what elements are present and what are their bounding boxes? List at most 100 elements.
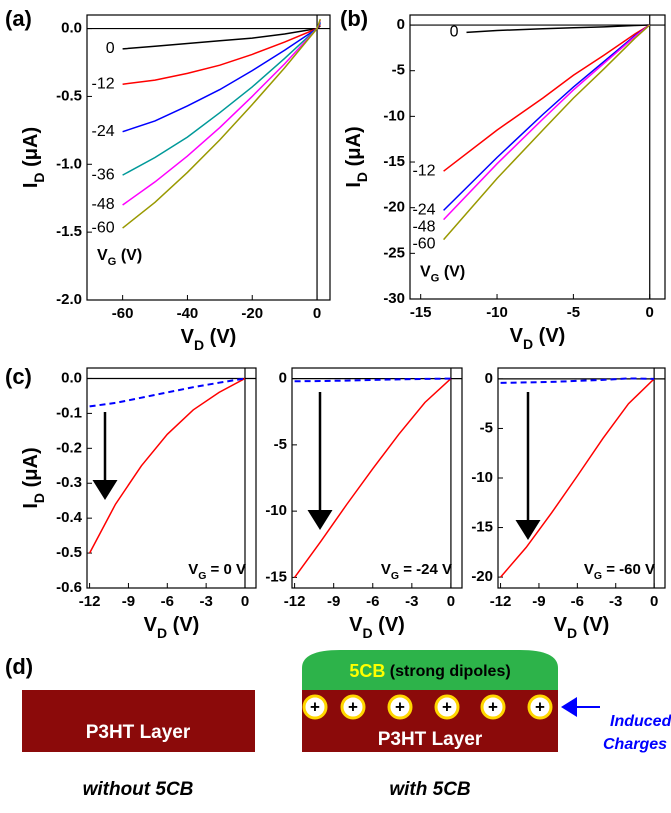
charge: [480, 694, 506, 720]
y-axis-label-main: I: [343, 182, 365, 188]
x-tick-label: -9: [327, 593, 340, 610]
series-label: -36: [92, 166, 115, 183]
charge-label: Charges: [603, 736, 667, 753]
y-tick-label: -0.3: [56, 474, 82, 491]
x-axis-label: VD (V): [144, 614, 200, 640]
panel-label: (d): [5, 654, 33, 679]
y-axis-label: ID (μA): [343, 126, 369, 187]
charge-label: Induced: [610, 713, 671, 730]
x-tick-label: -5: [567, 304, 580, 321]
charge: [387, 694, 413, 720]
x-tick-label: -20: [241, 305, 263, 322]
annotation-main: V: [188, 561, 198, 578]
series-line: [500, 378, 655, 578]
y-axis-label-sub: D: [31, 493, 47, 503]
y-tick-label: 0: [397, 16, 405, 33]
plot-frame: [291, 367, 463, 589]
y-axis-label-sub: D: [31, 172, 47, 182]
annotation: VG = -24 V: [381, 561, 452, 582]
x-axis-label-main: V: [144, 614, 158, 636]
annotation-unit: = -24 V: [399, 561, 452, 578]
film-label: 5CB (strong dipoles): [349, 661, 510, 681]
charge-sign: +: [395, 697, 405, 716]
x-tick-label: 0: [313, 305, 321, 322]
arrows: [92, 392, 541, 540]
series-label: -12: [92, 75, 115, 92]
x-tick-label: -15: [410, 304, 432, 321]
x-axis-label-main: V: [554, 614, 568, 636]
y-tick-label: 0.0: [61, 369, 82, 386]
series-label: -24: [412, 202, 435, 219]
y-tick-label: -10: [265, 502, 287, 519]
charge-sign: +: [348, 697, 358, 716]
y-tick-label: 0: [485, 370, 493, 387]
x-axis-label-sub: D: [363, 625, 373, 641]
caption: with 5CB: [389, 779, 471, 800]
series-line: [122, 22, 321, 133]
series-line: [122, 25, 321, 50]
y-tick-label: -20: [383, 199, 405, 216]
x-axis-label-unit: (V): [204, 326, 236, 348]
panel-label: (c): [5, 364, 32, 389]
y-tick-label: -0.5: [56, 544, 82, 561]
plot-frame: [497, 367, 666, 589]
series-line: [466, 24, 650, 34]
series-line: [294, 377, 451, 383]
charge: [527, 694, 553, 720]
y-tick-label: -0.1: [56, 404, 82, 421]
y-tick-label: 0.0: [61, 20, 82, 37]
layer-label: P3HT Layer: [86, 722, 191, 743]
legend-title: VG (V): [420, 264, 465, 285]
annotation-unit: = -60 V: [602, 561, 655, 578]
series-line: [500, 377, 655, 384]
y-tick-label: -10: [471, 469, 493, 486]
annotation-main: V: [584, 561, 594, 578]
y-axis-label-unit: (μA): [20, 127, 42, 173]
y-axis-label-unit: (μA): [343, 126, 365, 172]
caption: without 5CB: [83, 779, 194, 800]
charge: [434, 694, 460, 720]
y-tick-label: -20: [471, 568, 493, 585]
y-tick-label: -5: [392, 62, 405, 79]
y-axis-label-main: I: [20, 503, 42, 509]
x-tick-label: -3: [199, 593, 212, 610]
layer: [22, 690, 255, 752]
series-label: -60: [92, 219, 115, 236]
y-tick-label: -1.0: [56, 155, 82, 172]
series-label: 0: [450, 24, 459, 41]
series-line: [122, 24, 321, 85]
x-axis-label-sub: D: [157, 625, 167, 641]
x-axis-label-sub: D: [194, 337, 204, 353]
y-tick-label: 0: [279, 370, 287, 387]
x-axis-label-sub: D: [523, 336, 533, 352]
series-line: [122, 21, 321, 176]
charges: + + + + + +: [302, 694, 553, 720]
annotation-main: V: [381, 561, 391, 578]
series-label: -60: [412, 236, 435, 253]
x-tick-label: 0: [447, 593, 455, 610]
y-axis-label-main: I: [20, 183, 42, 189]
legend-title-sub: G: [431, 272, 440, 284]
plot-frame: [86, 367, 257, 589]
x-axis-label: VD (V): [349, 614, 405, 640]
legend-title-main: V: [420, 264, 431, 281]
legend-title: VG (V): [97, 247, 142, 268]
x-axis-label: VD (V): [554, 614, 610, 640]
x-tick-label: -12: [284, 593, 306, 610]
charge-sign: +: [442, 697, 452, 716]
x-tick-label: -9: [532, 593, 545, 610]
charge-sign: +: [488, 697, 498, 716]
charge-sign: +: [535, 697, 545, 716]
x-tick-label: -9: [122, 593, 135, 610]
series-line: [88, 377, 246, 554]
x-tick-label: -3: [405, 593, 418, 610]
y-tick-label: -0.2: [56, 439, 82, 456]
series-label: 0: [106, 40, 115, 57]
x-tick-label: -10: [486, 304, 508, 321]
x-axis-label-main: V: [181, 326, 195, 348]
y-tick-label: -5: [480, 419, 493, 436]
series-line: [443, 24, 651, 172]
x-tick-label: -6: [366, 593, 379, 610]
series-label: -48: [412, 219, 435, 236]
series-line: [443, 24, 651, 221]
